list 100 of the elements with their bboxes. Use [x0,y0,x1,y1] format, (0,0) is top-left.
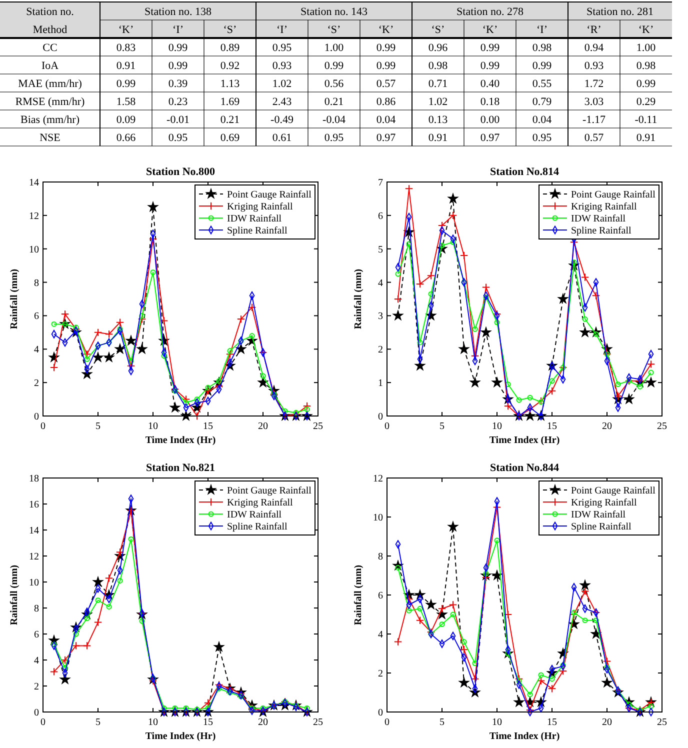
y-tick-label: 12 [29,552,39,562]
category-label: Bias (mm/hr) [20,114,80,126]
legend-label: Spline Rainfall [227,522,288,532]
x-tick-label: 20 [602,421,612,432]
legend-label: IDW Rainfall [227,214,282,224]
text: 0.00 [480,114,500,126]
y-tick-label: 0 [34,412,39,422]
category-label: CC [42,42,58,54]
x-tick-label: 25 [313,421,323,432]
x-tick-label: 5 [440,421,444,432]
text: 0.79 [532,96,552,108]
legend-label: Kriging Rainfall [227,202,294,212]
category-label: IoA [41,60,59,72]
x-axis-title: Time Index (Hr) [145,435,216,446]
y-tick-label: 8 [34,604,39,614]
text: 0.99 [324,60,344,72]
text: Station no. [26,6,74,18]
y-tick-label: 1 [378,378,383,390]
text: Station no. 138 [144,6,212,18]
y-tick-label: 2 [378,344,383,356]
y-tick-label: 4 [34,344,39,356]
y-tick-label: 4 [34,656,39,666]
text: Method [32,24,68,36]
y-tick-label: 2 [34,682,39,692]
category-label: MAE (mm/hr) [18,78,82,90]
y-tick-label: 16 [29,500,39,510]
chart-title: Station No.844 [490,462,560,474]
text: 0.23 [168,96,188,108]
x-tick-label: 20 [258,717,268,728]
category-label: ‘K’ [638,24,654,36]
y-tick-label: 4 [378,278,383,289]
category-label: ‘S’ [223,24,237,36]
category-label: ‘I’ [276,24,288,36]
x-tick-label: 5 [96,717,100,728]
category-label: ‘I’ [172,24,184,36]
text: 0.97 [376,132,396,144]
text: 0.98 [428,60,448,72]
y-tick-label: 8 [378,552,383,562]
y-tick-label: 3 [378,311,383,322]
y-tick-label: 10 [373,512,383,524]
x-tick-label: 15 [203,717,213,728]
x-axis-title: Time Index (Hr) [489,435,560,446]
text: 0.71 [428,78,448,90]
category-label: ‘K’ [482,24,498,36]
text: 0.21 [220,114,240,126]
x-tick-label: 25 [657,421,667,432]
x-tick-label: 5 [96,421,100,432]
text: 0.57 [584,132,604,144]
text: 0.97 [480,132,500,144]
x-tick-label: 10 [492,717,502,728]
chart-title: Station No.814 [490,166,560,178]
text: 0.13 [428,114,448,126]
x-tick-label: 10 [148,421,158,432]
category-label: ‘K’ [378,24,394,36]
text: 0.55 [532,78,552,90]
y-tick-label: 18 [29,474,39,484]
category-label: ‘S’ [431,24,445,36]
text: 0.98 [532,42,552,54]
legend-label: Point Gauge Rainfall [227,190,312,200]
y-tick-label: 10 [29,244,39,256]
category-label: RMSE (mm/hr) [15,96,85,108]
category-label: ‘K’ [118,24,134,36]
text: -0.11 [634,114,658,126]
text: 0.93 [272,60,292,72]
text: 0.57 [376,78,396,90]
y-axis-title: Rainfall (mm) [353,268,364,330]
y-tick-label: 7 [378,178,383,188]
text: 0.92 [220,60,240,72]
text: 0.99 [168,42,188,54]
legend-label: Spline Rainfall [571,226,632,236]
y-tick-label: 2 [378,668,383,680]
text: 0.09 [116,114,136,126]
text: 0.95 [168,132,188,144]
legend-label: Point Gauge Rainfall [571,190,656,200]
x-tick-label: 5 [440,717,444,728]
text: 0.86 [376,96,396,108]
text: 1.58 [116,96,136,108]
legend-label: IDW Rainfall [571,510,626,520]
y-tick-label: 6 [34,311,39,322]
legend-label: Spline Rainfall [571,522,632,532]
text: 0.99 [376,42,396,54]
text: 0.95 [272,42,292,54]
x-axis-title: Time Index (Hr) [145,731,216,742]
text: 0.93 [584,60,604,72]
text: 0.21 [324,96,344,108]
text: 0.99 [532,60,552,72]
text: 1.69 [220,96,240,108]
legend-label: IDW Rainfall [571,214,626,224]
legend-label: Kriging Rainfall [571,498,638,508]
y-tick-label: 14 [29,526,39,536]
x-tick-label: 20 [258,421,268,432]
text: 0.99 [376,60,396,72]
text: -0.04 [322,114,346,126]
x-tick-label: 25 [313,717,323,728]
y-tick-label: 2 [34,378,39,390]
text: 0.99 [116,78,136,90]
text: -1.17 [582,114,606,126]
y-tick-label: 10 [29,578,39,588]
legend-label: Kriging Rainfall [227,498,294,508]
text: 0.89 [220,42,240,54]
